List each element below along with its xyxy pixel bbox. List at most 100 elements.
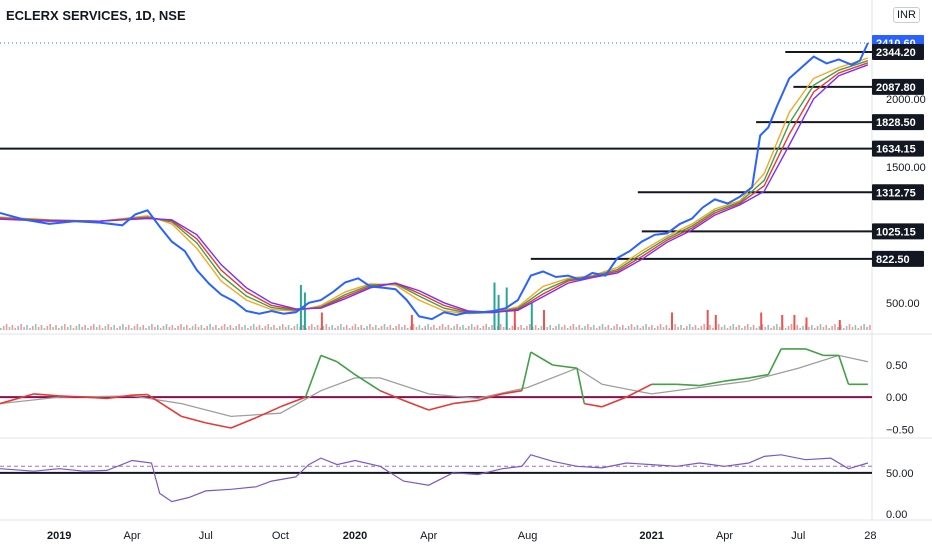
volume-bar — [857, 328, 860, 330]
volume-bar — [113, 325, 115, 330]
ma-line — [0, 62, 869, 314]
volume-bar — [197, 327, 200, 330]
volume-bar — [305, 328, 307, 330]
oscillator-segment — [354, 373, 381, 392]
oscillator-segment — [552, 364, 578, 369]
volume-bar — [822, 327, 825, 330]
volume-bar — [755, 328, 758, 330]
volume-bar — [747, 324, 749, 330]
volume-bar — [677, 327, 679, 330]
volume-bar — [636, 325, 639, 330]
volume-bar — [578, 325, 580, 330]
volume-bar — [264, 326, 267, 330]
volume-bar — [104, 326, 107, 330]
volume-bar — [177, 326, 179, 330]
volume-bar — [322, 326, 325, 330]
volume-bar — [520, 325, 522, 330]
volume-bar — [203, 328, 206, 330]
volume-bar — [0, 328, 2, 330]
volume-bar — [572, 324, 575, 330]
volume-bar — [61, 326, 63, 330]
volume-bar — [584, 326, 586, 330]
volume-bar — [717, 324, 720, 330]
price-label-box — [872, 250, 924, 267]
volume-bar — [729, 326, 732, 330]
price-label-text: 2344.20 — [876, 47, 916, 59]
volume-bar — [869, 325, 871, 330]
volume-bar — [819, 324, 822, 330]
volume-bar — [465, 328, 467, 330]
volume-bar — [709, 325, 711, 330]
oscillator-segment — [0, 393, 35, 405]
volume-bar — [37, 327, 40, 330]
volume-bar — [415, 327, 418, 330]
currency-badge[interactable]: INR — [893, 7, 920, 23]
volume-bar — [697, 328, 700, 330]
oscillator-segment — [748, 373, 769, 379]
volume-bar — [607, 325, 610, 330]
oscillator-segment — [147, 393, 165, 406]
volume-bar — [95, 327, 98, 330]
oscillator-segment — [320, 354, 338, 363]
volume-bar — [587, 324, 589, 330]
volume-bar — [410, 315, 413, 330]
volume-bar — [320, 312, 323, 330]
volume-bar — [87, 328, 89, 330]
volume-bar — [69, 325, 72, 330]
volume-bar — [287, 325, 290, 330]
volume-bar — [738, 325, 740, 330]
oscillator-segment — [724, 377, 749, 382]
volume-bar — [479, 328, 482, 330]
volume-bar — [174, 328, 176, 330]
volume-bar — [723, 325, 726, 330]
x-tick-label: 2020 — [343, 530, 367, 542]
volume-bar — [616, 324, 618, 330]
price-label-text: 822.50 — [876, 254, 910, 266]
volume-bar — [412, 324, 415, 330]
volume-bar — [735, 327, 737, 330]
volume-bar — [758, 326, 761, 330]
volume-bar — [142, 325, 144, 330]
volume-bar — [343, 327, 345, 330]
volume-bar — [459, 327, 461, 330]
price-label-box — [872, 140, 924, 157]
x-tick-label: 2021 — [639, 530, 663, 542]
volume-bar — [790, 324, 793, 330]
volume-bar — [369, 324, 371, 330]
volume-bar — [752, 325, 755, 330]
volume-bar — [450, 328, 453, 330]
volume-bar — [101, 328, 104, 330]
volume-bar — [2, 326, 5, 330]
volume-bar — [732, 324, 735, 330]
oscillator-segment — [59, 395, 85, 398]
volume-bar — [270, 327, 272, 330]
volume-bar — [831, 326, 833, 330]
oscillator-segment — [521, 351, 532, 391]
volume-bar — [456, 324, 458, 330]
volume-bar — [441, 324, 444, 330]
volume-bar — [284, 327, 287, 330]
volume-bar — [325, 324, 328, 330]
x-tick-label: 28 — [864, 530, 876, 542]
volume-bar — [43, 328, 46, 330]
volume-bar — [215, 325, 217, 330]
volume-bar — [386, 327, 389, 330]
volume-bar — [842, 328, 845, 330]
rsi-tick-label: 50.00 — [886, 468, 914, 480]
volume-bar — [296, 324, 299, 330]
volume-bar — [575, 327, 578, 330]
volume-bar — [409, 326, 412, 330]
volume-bar — [834, 324, 836, 330]
volume-bar — [122, 324, 124, 330]
volume-bar — [662, 327, 665, 330]
volume-bar — [866, 327, 868, 330]
volume-bar — [654, 328, 656, 330]
volume-bar — [273, 325, 275, 330]
volume-bar — [793, 315, 796, 330]
x-tick-label: Oct — [272, 530, 289, 542]
volume-bar — [218, 328, 220, 330]
volume-bar — [290, 328, 293, 330]
volume-bar — [476, 325, 479, 330]
volume-bar — [66, 327, 69, 330]
